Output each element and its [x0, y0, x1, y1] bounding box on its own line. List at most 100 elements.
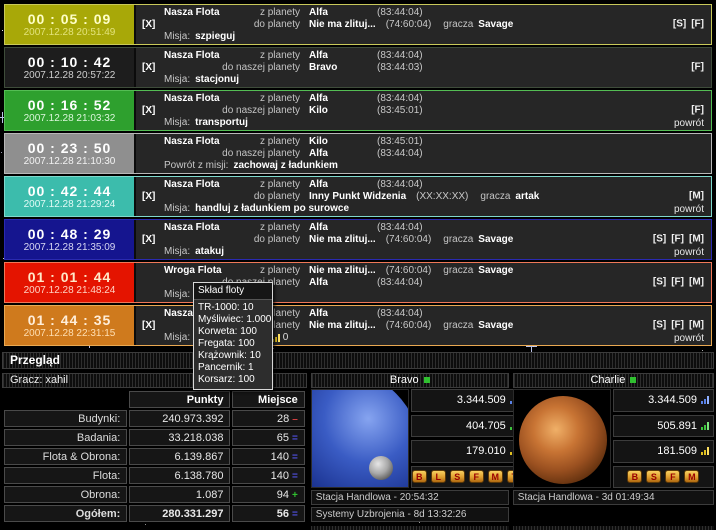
dest-coords: (83:44:04): [377, 148, 423, 159]
spy-link[interactable]: [S]: [652, 318, 667, 330]
rank-trend-icon: =: [291, 470, 298, 482]
mission-label: Misja:: [164, 117, 191, 128]
recall-fleet-link[interactable]: [X]: [142, 62, 156, 73]
return-link[interactable]: powrót: [673, 118, 704, 129]
planet-image[interactable]: [310, 389, 409, 488]
shortcut-l-button[interactable]: L: [430, 470, 446, 484]
planet-image[interactable]: [512, 389, 611, 488]
origin-coords: (83:44:04): [377, 50, 423, 61]
dest-planet: Alfa: [309, 148, 328, 159]
origin-planet: Alfa: [309, 7, 328, 18]
shortcut-f-button[interactable]: F: [468, 470, 484, 484]
countdown: 00 : 05 : 09: [27, 10, 112, 27]
shortcut-m-button[interactable]: M: [684, 470, 700, 484]
fleet-link[interactable]: [F]: [691, 17, 704, 29]
countdown: 00 : 42 : 44: [27, 182, 112, 199]
countdown: 00 : 16 : 52: [27, 96, 112, 113]
fleet-link[interactable]: [F]: [691, 60, 704, 72]
message-link[interactable]: [M]: [689, 232, 704, 244]
fleet-link[interactable]: [F]: [671, 232, 684, 244]
origin-coords: (74:60:04): [385, 265, 432, 276]
shortcut-f-button[interactable]: F: [665, 470, 681, 484]
fleet-event-details: Nasza Flota z planety Alfa (83:44:04) do…: [164, 177, 711, 216]
resource-deuterium: 179.010: [410, 440, 523, 463]
dest-planet: Kilo: [309, 105, 328, 116]
dest-planet: Alfa: [309, 277, 328, 288]
message-link[interactable]: [M]: [689, 318, 704, 330]
panel-bottom-strip: [310, 526, 509, 530]
arrival-datetime: 2007.12.28 20:57:22: [23, 69, 116, 81]
spy-link[interactable]: [S]: [652, 232, 667, 244]
shortcut-s-button[interactable]: S: [646, 470, 662, 484]
spy-link[interactable]: [S]: [672, 17, 687, 29]
rank-column-header: Miejsce: [232, 391, 305, 408]
starfield: [0, 0, 1, 1]
dest-coords: (83:44:04): [377, 277, 423, 288]
shortcut-s-button[interactable]: S: [449, 470, 465, 484]
dest-label: do planety: [253, 191, 300, 202]
countdown: 00 : 23 : 50: [27, 139, 112, 156]
fleet-timer: 00 : 42 : 44 2007.12.28 21:29:24: [5, 177, 136, 216]
countdown: 01 : 01 : 44: [27, 268, 112, 285]
fleet-link[interactable]: [F]: [691, 103, 704, 115]
owner-label: gracza: [443, 320, 474, 331]
countdown: 01 : 44 : 35: [27, 311, 112, 328]
origin-coords: (83:44:04): [377, 93, 423, 104]
online-indicator: [423, 377, 430, 383]
shortcut-b-button[interactable]: B: [627, 470, 643, 484]
dest-planet: Inny Punkt Widzenia: [309, 191, 407, 202]
recall-fleet-link[interactable]: [X]: [142, 19, 156, 30]
message-link[interactable]: [M]: [689, 189, 704, 201]
dest-label: do planety: [253, 19, 300, 30]
fleet-link[interactable]: [F]: [671, 318, 684, 330]
recall-fleet-link[interactable]: [X]: [142, 234, 156, 245]
recall-fleet-link[interactable]: [X]: [142, 191, 156, 202]
origin-label: z planety: [259, 265, 300, 276]
fleet-event-details: Nasza Flota z planety Alfa (83:44:04) do…: [164, 91, 711, 130]
recall-fleet-link[interactable]: [X]: [142, 320, 156, 331]
fleet-event-row: 00 : 05 : 09 2007.12.28 20:51:49 [X] Nas…: [4, 4, 712, 45]
shortcut-m-button[interactable]: M: [487, 470, 503, 484]
dest-label: do planety: [253, 234, 300, 245]
mission-label: Misja:: [164, 203, 191, 214]
online-indicator: [630, 377, 637, 383]
cargo-amount: 0: [271, 332, 288, 344]
recall-fleet-link[interactable]: [X]: [142, 105, 156, 116]
star-sparkle: [526, 341, 537, 352]
return-link[interactable]: powrót: [673, 247, 704, 258]
rank-trend-icon: +: [291, 489, 298, 501]
planet-shortcut-buttons: B L S F M T: [410, 465, 523, 488]
fleet-name: Nasza Flota: [164, 222, 220, 233]
origin-label: z planety: [259, 93, 300, 104]
fleet-composition-tooltip: Skład floty TR-1000: 10 Myśliwiec: 1.000…: [193, 282, 273, 390]
shortcut-b-button[interactable]: B: [411, 470, 427, 484]
planet-panel-charlie: Charlie 3.344.509 505.891 181.509: [512, 373, 714, 530]
fleet-timer: 00 : 10 : 42 2007.12.28 20:57:22: [5, 48, 136, 87]
arrival-datetime: 2007.12.28 21:10:30: [23, 155, 116, 167]
rank-trend-icon: –: [292, 413, 298, 425]
mission-label: Powrót z misji:: [164, 160, 229, 171]
fleet-event-row: 00 : 23 : 50 2007.12.28 21:10:30 Nasza F…: [4, 133, 712, 174]
mission-name: szpieguj: [195, 31, 236, 42]
message-link[interactable]: [M]: [689, 275, 704, 287]
ship-count: Korweta: 100: [198, 326, 257, 337]
return-link[interactable]: powrót: [673, 333, 704, 344]
dest-label: do naszej planety: [222, 148, 300, 159]
fleet-link[interactable]: [F]: [671, 275, 684, 287]
mission-name: atakuj: [195, 246, 225, 257]
player-stats-table: Punkty Miejsce Budynki: 240.973.392 28– …: [2, 389, 307, 524]
return-link[interactable]: powrót: [673, 204, 704, 215]
owner-label: gracza: [443, 19, 474, 30]
fleet-event-details: Nasza Flota z planety Alfa (83:44:04) do…: [164, 48, 711, 87]
fleet-event-details: Nasza Flota z planety Kilo (83:45:01) do…: [164, 134, 711, 173]
fleet-name: Nasza Flota: [164, 93, 220, 104]
dest-planet: Bravo: [309, 62, 338, 73]
fleet-event-row: 00 : 42 : 44 2007.12.28 21:29:24 [X] Nas…: [4, 176, 712, 217]
mission-name: handluj z ładunkiem po surowce: [195, 203, 350, 214]
resource-metal: 3.344.509: [410, 389, 523, 412]
spy-link[interactable]: [S]: [652, 275, 667, 287]
arrival-datetime: 2007.12.28 21:03:32: [23, 112, 116, 124]
mission-label: Misja:: [164, 289, 191, 300]
dest-coords: (74:60:04): [385, 19, 432, 30]
arrival-datetime: 2007.12.28 21:48:24: [23, 284, 116, 296]
